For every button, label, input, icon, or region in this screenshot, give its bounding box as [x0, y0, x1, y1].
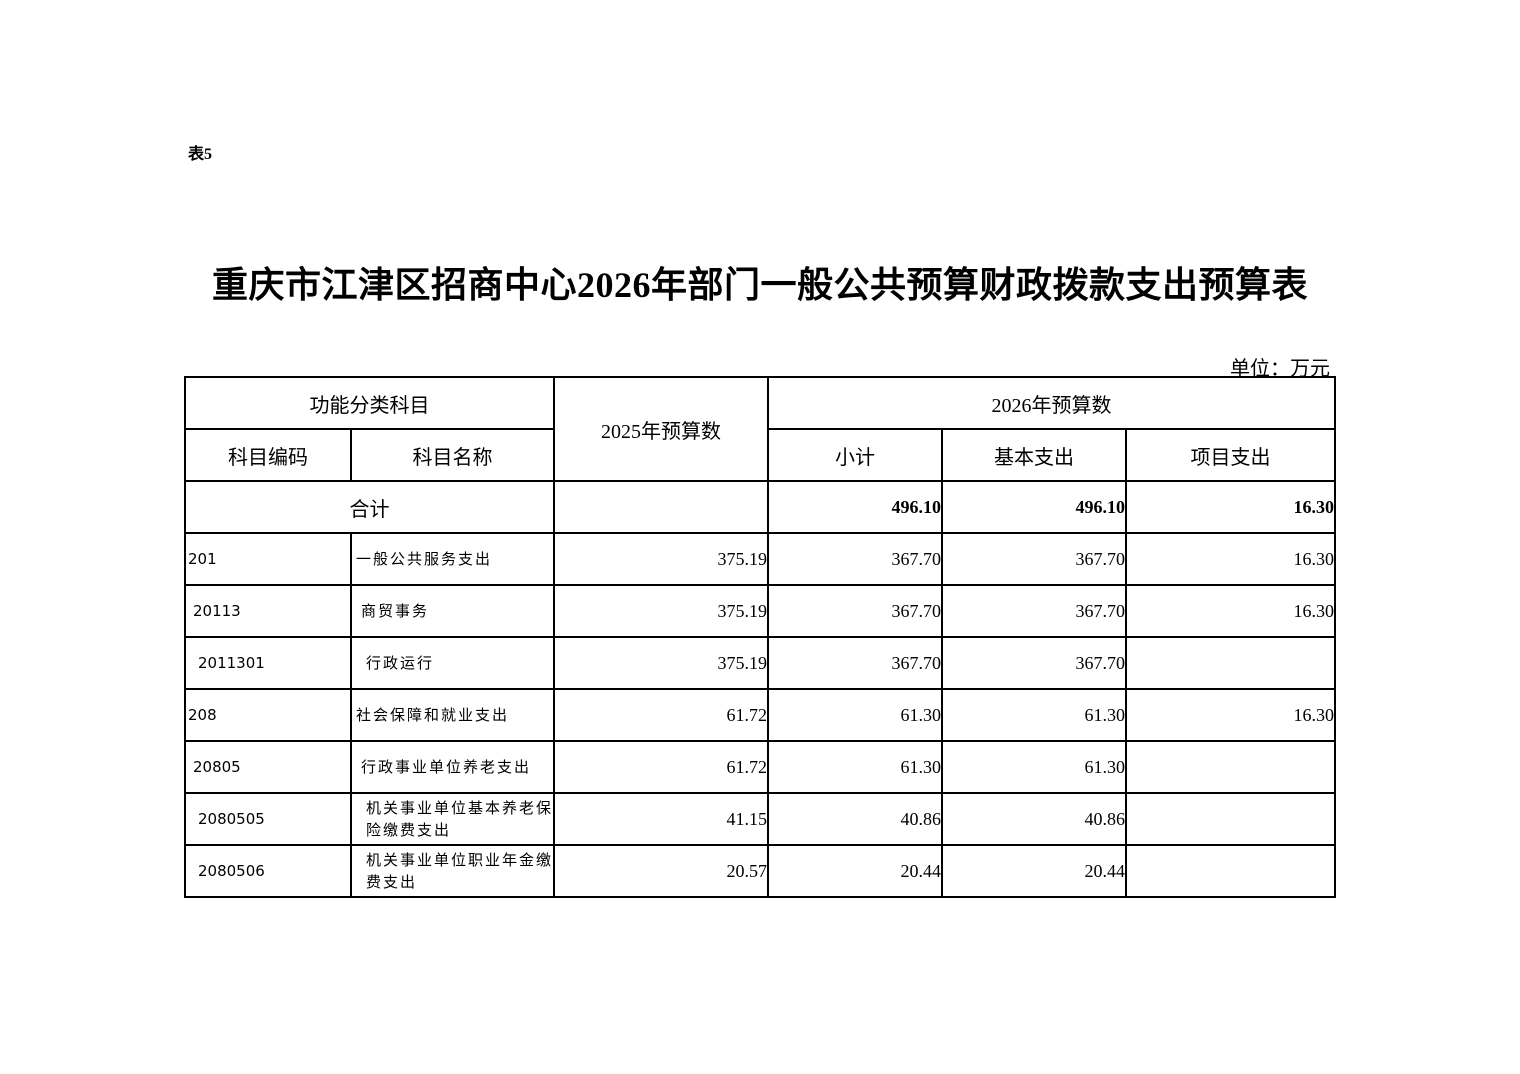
header-subtotal: 小计: [767, 428, 943, 482]
row-basic: 367.70: [941, 584, 1127, 638]
page-title: 重庆市江津区招商中心2026年部门一般公共预算财政拨款支出预算表: [211, 265, 1308, 305]
row-basic: 367.70: [941, 532, 1127, 586]
row-name: 行政事业单位养老支出: [350, 740, 555, 794]
table-row: 2080506 机关事业单位职业年金缴费支出 20.57 20.44 20.44: [184, 844, 1337, 898]
table-row: 20805 行政事业单位养老支出 61.72 61.30 61.30: [184, 740, 1337, 794]
row-project: [1124, 844, 1337, 898]
row-prev-budget: 375.19: [553, 584, 769, 638]
table-row: 20113 商贸事务 375.19 367.70 367.70 16.30: [184, 584, 1337, 638]
row-name: 机关事业单位职业年金缴费支出: [350, 844, 555, 898]
row-basic: 367.70: [941, 636, 1127, 690]
row-code: 2080505: [184, 792, 352, 846]
table-row: 2080505 机关事业单位基本养老保险缴费支出 41.15 40.86 40.86: [184, 792, 1337, 846]
row-subtotal: 367.70: [767, 636, 943, 690]
header-prev-budget: 2025年预算数: [553, 376, 769, 482]
row-code: 2011301: [184, 636, 352, 690]
row-subtotal: 61.30: [767, 740, 943, 794]
row-subtotal: 367.70: [767, 532, 943, 586]
budget-table: 功能分类科目 2025年预算数 2026年预算数 科目编码 科目名称 小计 基本…: [184, 376, 1337, 898]
row-prev-budget: 61.72: [553, 688, 769, 742]
row-prev-budget: 20.57: [553, 844, 769, 898]
total-prev: [553, 480, 769, 534]
total-subtotal: 496.10: [767, 480, 943, 534]
header-basic: 基本支出: [941, 428, 1127, 482]
row-prev-budget: 375.19: [553, 636, 769, 690]
header-code: 科目编码: [184, 428, 352, 482]
header-name: 科目名称: [350, 428, 555, 482]
table-row: 2011301 行政运行 375.19 367.70 367.70: [184, 636, 1337, 690]
header-curr-budget: 2026年预算数: [766, 376, 1337, 430]
total-project: 16.30: [1124, 480, 1337, 534]
row-prev-budget: 41.15: [553, 792, 769, 846]
row-name: 一般公共服务支出: [350, 532, 555, 586]
row-basic: 61.30: [941, 688, 1127, 742]
total-basic: 496.10: [941, 480, 1127, 534]
row-basic: 40.86: [941, 792, 1127, 846]
row-name: 行政运行: [350, 636, 555, 690]
unit-label: 单位：万元: [1230, 358, 1330, 380]
row-code: 20805: [184, 740, 352, 794]
total-label: 合计: [184, 480, 555, 534]
row-name: 社会保障和就业支出: [350, 688, 555, 742]
row-prev-budget: 61.72: [553, 740, 769, 794]
row-project: 16.30: [1124, 532, 1337, 586]
row-basic: 61.30: [941, 740, 1127, 794]
row-name: 商贸事务: [350, 584, 555, 638]
row-name: 机关事业单位基本养老保险缴费支出: [350, 792, 555, 846]
row-code: 208: [184, 688, 352, 742]
row-code: 2080506: [184, 844, 352, 898]
row-basic: 20.44: [941, 844, 1127, 898]
total-row: 合计 496.10 496.10 16.30: [184, 480, 1337, 534]
table-row: 208 社会保障和就业支出 61.72 61.30 61.30 16.30: [184, 688, 1337, 742]
row-subtotal: 40.86: [767, 792, 943, 846]
row-code: 201: [184, 532, 352, 586]
row-project: [1124, 740, 1337, 794]
header-row-2: 科目编码 科目名称 小计 基本支出 项目支出: [184, 428, 1337, 482]
row-subtotal: 61.30: [767, 688, 943, 742]
header-project: 项目支出: [1124, 428, 1337, 482]
row-prev-budget: 375.19: [553, 532, 769, 586]
row-subtotal: 367.70: [767, 584, 943, 638]
row-subtotal: 20.44: [767, 844, 943, 898]
header-func-category: 功能分类科目: [184, 376, 555, 430]
table-row: 201 一般公共服务支出 375.19 367.70 367.70 16.30: [184, 532, 1337, 586]
row-project: [1124, 792, 1337, 846]
header-row-1: 功能分类科目 2025年预算数 2026年预算数: [184, 376, 1337, 482]
row-project: 16.30: [1124, 584, 1337, 638]
row-code: 20113: [184, 584, 352, 638]
row-project: [1124, 636, 1337, 690]
row-project: 16.30: [1124, 688, 1337, 742]
table-number: 表5: [188, 146, 213, 163]
